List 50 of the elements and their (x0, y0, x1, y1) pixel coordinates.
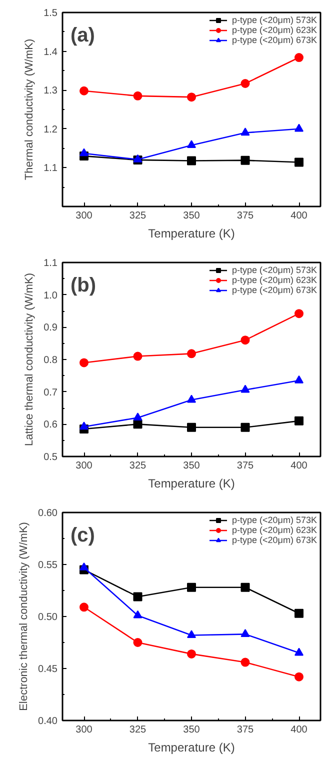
y-tick-label: 1.2 (44, 124, 58, 136)
legend-label: p-type (<20μm) 623K (232, 25, 317, 35)
x-axis-title: Temperature (K) (148, 740, 235, 754)
y-tick-label: 1.3 (44, 86, 58, 97)
y-tick-label: 1.1 (44, 163, 58, 174)
y-tick-label: 1.0 (44, 290, 58, 302)
legend-label: p-type (<20μm) 623K (232, 525, 317, 535)
x-tick-label: 375 (236, 724, 254, 736)
x-tick-label: 350 (183, 210, 200, 222)
y-tick-label: 1.4 (44, 46, 58, 58)
y-tick-label: 1.1 (44, 258, 58, 269)
y-axis-title: Lattice thermal conductivity (W/mK) (24, 272, 36, 446)
x-tick-label: 325 (129, 724, 147, 736)
annotation: (c) (70, 524, 95, 546)
x-tick-label: 400 (290, 460, 308, 472)
legend-label: p-type (<20μm) 573K (232, 15, 317, 25)
x-tick-label: 350 (183, 724, 200, 736)
y-tick-label: 1.5 (44, 8, 58, 19)
y-axis-title: Electronic thermal conductivity (W/mK) (18, 522, 30, 711)
x-tick-label: 350 (183, 460, 200, 472)
legend-label: p-type (<20μm) 573K (232, 265, 317, 275)
y-tick-label: 0.7 (44, 387, 58, 398)
x-tick-label: 300 (76, 460, 93, 472)
y-tick-label: 0.8 (44, 355, 58, 366)
annotation: (b) (70, 274, 96, 296)
y-tick-label: 0.6 (44, 420, 58, 431)
y-tick-label: 0.9 (44, 322, 58, 334)
x-tick-label: 400 (290, 210, 308, 222)
x-axis-title: Temperature (K) (148, 476, 235, 490)
x-tick-label: 300 (76, 210, 93, 222)
legend-label: p-type (<20μm) 673K (232, 535, 317, 545)
y-tick-label: 0.45 (38, 664, 58, 675)
x-tick-label: 325 (129, 460, 147, 472)
legend-label: p-type (<20μm) 573K (232, 515, 317, 525)
x-axis-title: Temperature (K) (148, 226, 235, 240)
x-tick-label: 325 (129, 210, 147, 222)
legend-label: p-type (<20μm) 673K (232, 35, 317, 45)
x-tick-label: 375 (236, 460, 254, 472)
y-tick-label: 0.50 (38, 612, 58, 623)
y-tick-label: 0.60 (38, 508, 58, 519)
y-tick-label: 0.40 (38, 716, 58, 727)
x-tick-label: 400 (290, 724, 308, 736)
y-tick-label: 0.55 (38, 560, 58, 571)
legend-label: p-type (<20μm) 623K (232, 275, 317, 285)
y-tick-label: 0.5 (44, 452, 58, 463)
x-tick-label: 375 (236, 210, 254, 222)
y-axis-title: Thermal conductivity (W/mK) (24, 38, 36, 180)
x-tick-label: 300 (76, 724, 93, 736)
annotation: (a) (70, 24, 95, 46)
legend-label: p-type (<20μm) 673K (232, 285, 317, 295)
